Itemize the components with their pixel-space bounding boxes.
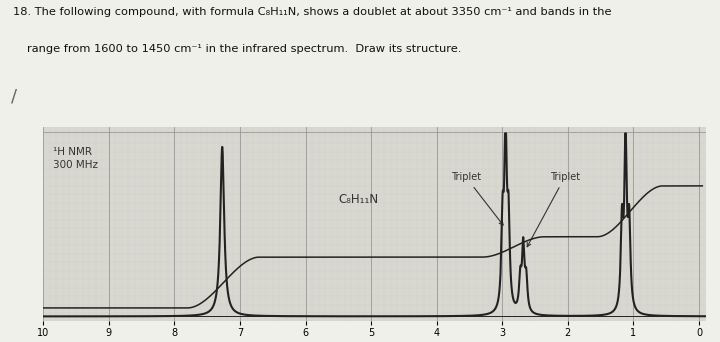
Text: C₈H₁₁N: C₈H₁₁N [338,193,378,206]
Text: range from 1600 to 1450 cm⁻¹ in the infrared spectrum.  Draw its structure.: range from 1600 to 1450 cm⁻¹ in the infr… [27,44,462,54]
Text: Triplet: Triplet [527,172,580,247]
Text: /: / [11,88,17,106]
Text: Triplet: Triplet [451,172,503,225]
Text: ¹H NMR
300 MHz: ¹H NMR 300 MHz [53,147,98,170]
Text: 18. The following compound, with formula C₈H₁₁N, shows a doublet at about 3350 c: 18. The following compound, with formula… [13,7,611,17]
